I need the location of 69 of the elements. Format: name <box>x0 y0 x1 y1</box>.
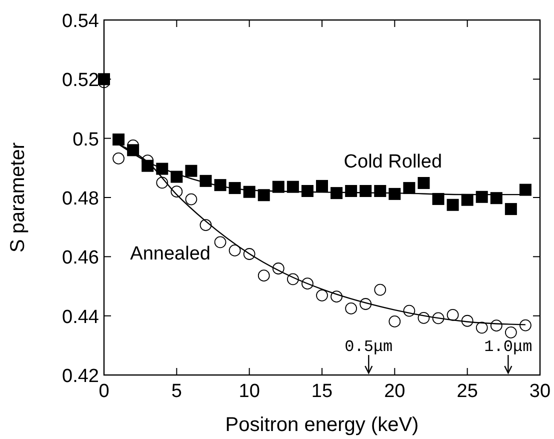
y-tick-label: 0.52 <box>62 70 99 92</box>
series-label: Annealed <box>130 244 210 265</box>
point <box>476 322 488 334</box>
x-tick-label: 25 <box>456 381 478 402</box>
point <box>301 184 314 197</box>
point <box>185 193 198 206</box>
point <box>520 319 532 332</box>
y-tick-label: 0.42 <box>62 366 99 387</box>
point <box>112 134 125 146</box>
point <box>403 182 416 194</box>
point <box>156 176 168 189</box>
point <box>388 188 401 200</box>
point <box>330 187 343 200</box>
point <box>461 194 474 206</box>
y-tick-label: 0.5 <box>72 129 99 150</box>
point <box>374 184 386 197</box>
point <box>243 248 256 260</box>
point <box>302 278 314 290</box>
point <box>185 164 198 177</box>
point <box>504 326 517 338</box>
point <box>432 192 444 205</box>
point <box>286 180 299 193</box>
y-tick-label: 0.48 <box>62 188 99 210</box>
point <box>403 304 416 317</box>
point <box>374 284 386 296</box>
y-axis-title: S parameter <box>7 142 29 253</box>
point <box>476 190 488 203</box>
x-tick-label: 30 <box>529 381 551 402</box>
point <box>228 244 241 256</box>
point <box>446 198 459 211</box>
x-tick-label: 0 <box>98 381 110 402</box>
annotation: 0.5μm <box>344 338 393 356</box>
y-tick-label: 0.54 <box>62 11 100 32</box>
annotation: 1.0μm <box>484 338 532 356</box>
point <box>214 236 226 248</box>
point <box>214 179 226 192</box>
point <box>258 189 270 202</box>
x-tick-label: 5 <box>171 381 182 402</box>
point <box>490 320 502 332</box>
y-tick-label: 0.44 <box>62 306 100 328</box>
x-tick-label: 10 <box>238 381 260 402</box>
point <box>360 298 372 310</box>
point <box>200 219 212 231</box>
point <box>418 177 430 190</box>
point <box>286 273 299 286</box>
x-tick-label: 15 <box>311 381 333 402</box>
point <box>519 184 532 196</box>
point <box>418 312 430 324</box>
point <box>316 180 328 192</box>
x-axis-title: Positron energy (keV) <box>225 414 419 436</box>
point <box>490 192 502 204</box>
point <box>461 314 474 327</box>
point <box>330 290 342 303</box>
point <box>170 186 183 198</box>
point <box>316 289 328 302</box>
y-tick-label: 0.46 <box>62 248 99 269</box>
point <box>112 152 124 164</box>
series-label: Cold Rolled <box>344 151 442 172</box>
point <box>388 316 401 328</box>
x-tick-label: 20 <box>384 381 406 402</box>
point <box>272 262 284 274</box>
point <box>200 174 212 187</box>
point <box>345 184 358 197</box>
point <box>258 270 270 282</box>
point <box>504 203 517 216</box>
point <box>432 312 444 324</box>
point <box>345 302 358 314</box>
point <box>446 308 459 321</box>
point <box>243 186 256 198</box>
